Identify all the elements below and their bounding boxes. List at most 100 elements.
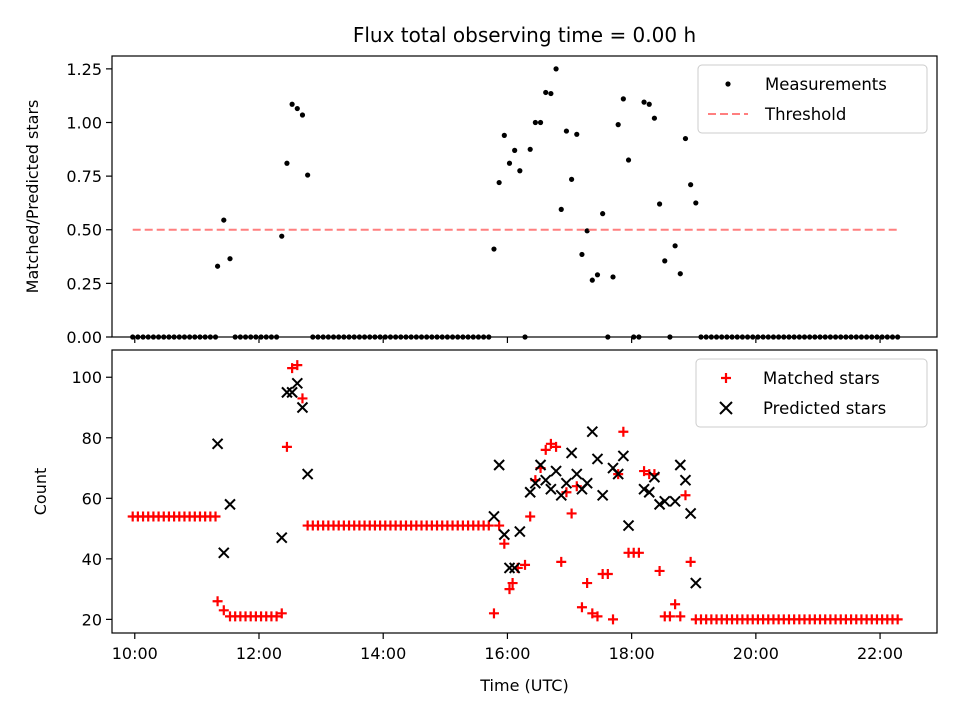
predicted-star-point [669, 495, 681, 508]
predicted-star-point [560, 477, 573, 489]
y-tick-label: 60 [82, 489, 102, 508]
measurement-point [221, 217, 227, 223]
x-tick-label: 20:00 [733, 644, 779, 663]
measurement-point [584, 228, 590, 234]
bottom-y-ticks: 20 40 60 80 100 [71, 368, 112, 629]
measurement-point [305, 172, 311, 178]
top-y-axis-label: Matched/Predicted stars [23, 100, 42, 294]
measurement-point [563, 128, 570, 134]
bottom-plot-marks [127, 360, 903, 625]
measurement-point [512, 147, 518, 153]
legend-label: Predicted stars [763, 399, 886, 418]
predicted-star-point [581, 477, 593, 489]
top-y-ticks: 0.00 0.25 0.50 0.75 1.00 1.25 [66, 60, 112, 347]
predicted-star-point [498, 528, 511, 541]
top-subplot: Flux total observing time = 0.00 h 0.000… [23, 23, 938, 347]
matched-star-point [892, 614, 903, 625]
matched-star-point [297, 393, 308, 404]
y-tick-label: 0.25 [66, 274, 102, 293]
predicted-star-point [617, 450, 630, 462]
predicted-star-point [690, 577, 702, 589]
predicted-star-point [488, 510, 500, 523]
measurement-point [646, 101, 652, 107]
predicted-star-point [493, 459, 505, 471]
matched-star-point [483, 520, 494, 531]
matched-star-point [587, 608, 598, 619]
y-tick-label: 1.25 [66, 60, 102, 79]
measurement-point [615, 122, 621, 128]
matched-star-point [218, 605, 229, 616]
y-tick-label: 0.50 [66, 221, 102, 240]
top-chart-title: Flux total observing time = 0.00 h [353, 23, 696, 47]
matched-star-point [271, 611, 282, 622]
measurement-point [610, 274, 616, 280]
predicted-star-point [591, 453, 604, 465]
measurement-point [620, 96, 626, 102]
predicted-star-point [291, 377, 303, 390]
y-tick-label: 100 [71, 368, 102, 387]
matched-star-point [212, 596, 223, 607]
legend-box [697, 64, 928, 134]
matched-star-point [608, 614, 619, 625]
matched-star-point [618, 426, 629, 437]
predicted-star-point [653, 498, 666, 511]
bottom-y-axis-label: Count [31, 468, 50, 516]
measurement-point [693, 200, 699, 206]
predicted-star-point [296, 401, 309, 414]
measurement-point [527, 146, 533, 152]
matched-star-point [602, 568, 613, 579]
measurement-point [214, 263, 221, 269]
matched-star-point [576, 602, 587, 613]
predicted-star-point [529, 477, 542, 489]
top-legend: Measurements Threshold [697, 64, 928, 134]
matched-star-point [292, 360, 303, 371]
legend-box [695, 358, 928, 428]
legend-label: Matched stars [763, 369, 880, 388]
predicted-star-point [586, 426, 599, 438]
measurement-point [279, 233, 285, 239]
top-x-ticks [134, 337, 881, 343]
predicted-star-point [301, 468, 314, 480]
matched-star-point [525, 511, 536, 522]
predicted-star-point [508, 562, 521, 574]
bottom-x-axis-label: Time (UTC) [479, 676, 568, 695]
y-tick-label: 80 [82, 429, 102, 448]
predicted-star-point [648, 471, 661, 483]
top-plot-frame [111, 55, 938, 338]
x-tick-label: 10:00 [112, 644, 158, 663]
predicted-star-point [679, 474, 692, 486]
measurement-point [543, 89, 549, 96]
matched-star-point [499, 538, 510, 549]
x-tick-label: 12:00 [236, 644, 282, 663]
measurement-point [501, 132, 507, 138]
measurement-point [537, 119, 544, 126]
measurement-point [625, 157, 632, 163]
matched-star-point [488, 608, 499, 619]
measurement-point [506, 160, 513, 166]
predicted-star-point [684, 507, 697, 520]
measurement-point [548, 90, 554, 97]
measurement-point [579, 251, 585, 258]
y-tick-label: 40 [82, 550, 102, 569]
matched-star-point [540, 444, 551, 455]
measurement-point [641, 99, 647, 105]
y-tick-label: 1.00 [66, 113, 102, 132]
predicted-star-point [211, 438, 224, 450]
predicted-star-point [622, 519, 635, 532]
measurement-point [517, 168, 523, 174]
matched-star-point [504, 584, 515, 595]
matched-star-point [566, 508, 577, 519]
matched-star-point [675, 611, 686, 622]
predicted-star-point [540, 474, 552, 486]
matched-star-point [507, 578, 518, 589]
measurement-point [677, 271, 683, 277]
predicted-star-point [674, 459, 686, 471]
matched-star-point [494, 520, 505, 531]
predicted-star-point [555, 489, 567, 501]
measurement-point [558, 206, 564, 212]
matched-star-point [210, 511, 221, 522]
matched-star-point [592, 611, 603, 622]
measurement-point [294, 105, 300, 112]
measurement-point [496, 179, 502, 186]
